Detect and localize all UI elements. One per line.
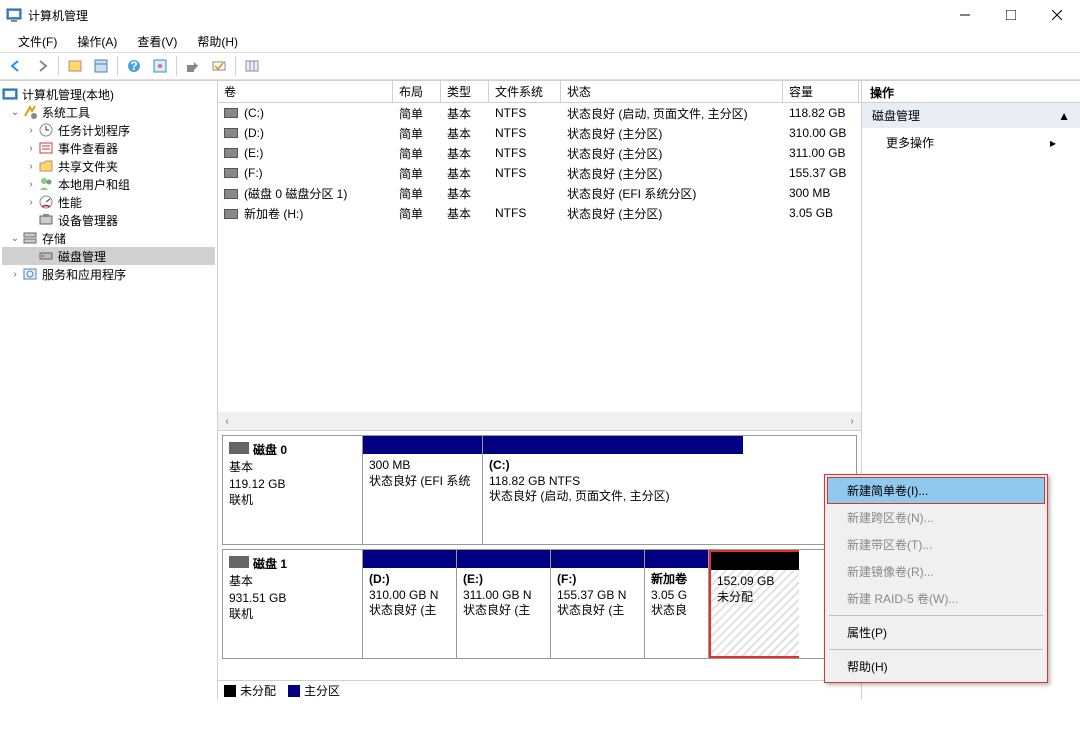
- legend: 未分配 主分区: [218, 680, 861, 700]
- volume-icon: [224, 189, 238, 199]
- partition[interactable]: (C:)118.82 GB NTFS状态良好 (启动, 页面文件, 主分区): [483, 436, 743, 544]
- cm-new-simple[interactable]: 新建简单卷(I)...: [827, 477, 1045, 504]
- partition[interactable]: 300 MB状态良好 (EFI 系统: [363, 436, 483, 544]
- collapse-icon: ▲: [1058, 109, 1070, 123]
- table-body: (C:)简单基本NTFS状态良好 (启动, 页面文件, 主分区)118.82 G…: [218, 103, 861, 412]
- svg-text:?: ?: [130, 59, 137, 73]
- tree-system-tools[interactable]: ⌄ 系统工具: [2, 103, 215, 121]
- cm-separator: [829, 649, 1043, 650]
- disk-row: 磁盘 1基本931.51 GB联机(D:)310.00 GB N状态良好 (主(…: [222, 549, 857, 659]
- menu-help[interactable]: 帮助(H): [189, 31, 246, 52]
- action-section[interactable]: 磁盘管理 ▲: [862, 103, 1080, 128]
- legend-unalloc-label: 未分配: [240, 682, 276, 699]
- tree-performance[interactable]: › 性能: [2, 193, 215, 211]
- tree-storage[interactable]: ⌄ 存储: [2, 229, 215, 247]
- cm-new-mirror[interactable]: 新建镜像卷(R)...: [827, 558, 1045, 585]
- volume-icon: [224, 168, 238, 178]
- scroll-right-icon[interactable]: ›: [843, 412, 861, 430]
- tree-root[interactable]: 计算机管理(本地): [2, 85, 215, 103]
- back-button[interactable]: [4, 54, 28, 78]
- tree-local-users[interactable]: › 本地用户和组: [2, 175, 215, 193]
- action-more[interactable]: 更多操作 ▸: [862, 128, 1080, 157]
- partition[interactable]: (F:)155.37 GB N状态良好 (主: [551, 550, 645, 658]
- table-row[interactable]: (D:)简单基本NTFS状态良好 (主分区)310.00 GB: [218, 123, 861, 143]
- tree-event-viewer[interactable]: › 事件查看器: [2, 139, 215, 157]
- help-icon[interactable]: ?: [122, 54, 146, 78]
- menu-bar: 文件(F) 操作(A) 查看(V) 帮助(H): [0, 30, 1080, 52]
- disk-icon: [229, 556, 249, 568]
- table-row[interactable]: (F:)简单基本NTFS状态良好 (主分区)155.37 GB: [218, 163, 861, 183]
- chevron-right-icon: ▸: [1050, 136, 1056, 150]
- cm-properties[interactable]: 属性(P): [827, 619, 1045, 646]
- cm-help[interactable]: 帮助(H): [827, 653, 1045, 680]
- disk-info: 磁盘 0基本119.12 GB联机: [223, 436, 363, 544]
- col-layout[interactable]: 布局: [393, 81, 441, 102]
- context-menu: 新建简单卷(I)... 新建跨区卷(N)... 新建带区卷(T)... 新建镜像…: [824, 474, 1048, 683]
- table-row[interactable]: 新加卷 (H:)简单基本NTFS状态良好 (主分区)3.05 GB: [218, 203, 861, 223]
- partition[interactable]: 新加卷3.05 G状态良: [645, 550, 709, 658]
- menu-view[interactable]: 查看(V): [129, 31, 185, 52]
- partition[interactable]: (E:)311.00 GB N状态良好 (主: [457, 550, 551, 658]
- cm-new-stripe[interactable]: 新建带区卷(T)...: [827, 531, 1045, 558]
- cm-new-span[interactable]: 新建跨区卷(N)...: [827, 504, 1045, 531]
- disk-info: 磁盘 1基本931.51 GB联机: [223, 550, 363, 658]
- cm-new-raid5[interactable]: 新建 RAID-5 卷(W)...: [827, 585, 1045, 612]
- minimize-button[interactable]: [942, 0, 988, 30]
- forward-button[interactable]: [30, 54, 54, 78]
- action-header: 操作: [862, 81, 1080, 103]
- legend-primary-icon: [288, 685, 300, 697]
- menu-action[interactable]: 操作(A): [69, 31, 125, 52]
- table-row[interactable]: (E:)简单基本NTFS状态良好 (主分区)311.00 GB: [218, 143, 861, 163]
- partition[interactable]: (D:)310.00 GB N状态良好 (主: [363, 550, 457, 658]
- tree-shared-folders[interactable]: › 共享文件夹: [2, 157, 215, 175]
- tb-icon-5[interactable]: [207, 54, 231, 78]
- title-bar: 计算机管理: [0, 0, 1080, 30]
- cm-separator: [829, 615, 1043, 616]
- tree-panel: 计算机管理(本地) ⌄ 系统工具 › 任务计划程序 › 事件查看器 › 共享文件…: [0, 81, 218, 700]
- h-scrollbar[interactable]: ‹ ›: [218, 412, 861, 430]
- volume-icon: [224, 128, 238, 138]
- legend-unalloc-icon: [224, 685, 236, 697]
- col-status[interactable]: 状态: [561, 81, 783, 102]
- app-icon: [6, 7, 22, 23]
- volume-icon: [224, 148, 238, 158]
- tb-icon-4[interactable]: [181, 54, 205, 78]
- tree-disk-management[interactable]: 磁盘管理: [2, 247, 215, 265]
- toolbar: ?: [0, 52, 1080, 80]
- tb-icon-2[interactable]: [89, 54, 113, 78]
- tb-icon-6[interactable]: [240, 54, 264, 78]
- tb-icon-1[interactable]: [63, 54, 87, 78]
- tb-icon-3[interactable]: [148, 54, 172, 78]
- disk-row: 磁盘 0基本119.12 GB联机300 MB状态良好 (EFI 系统(C:)1…: [222, 435, 857, 545]
- maximize-button[interactable]: [988, 0, 1034, 30]
- col-fs[interactable]: 文件系统: [489, 81, 561, 102]
- tree-services-apps[interactable]: › 服务和应用程序: [2, 265, 215, 283]
- volume-table: 卷 布局 类型 文件系统 状态 容量 (C:)简单基本NTFS状态良好 (启动,…: [218, 81, 861, 431]
- table-row[interactable]: (C:)简单基本NTFS状态良好 (启动, 页面文件, 主分区)118.82 G…: [218, 103, 861, 123]
- disk-icon: [229, 442, 249, 454]
- unallocated-partition[interactable]: 152.09 GB未分配: [709, 550, 799, 658]
- center-panel: 卷 布局 类型 文件系统 状态 容量 (C:)简单基本NTFS状态良好 (启动,…: [218, 81, 862, 700]
- tree-device-manager[interactable]: 设备管理器: [2, 211, 215, 229]
- disk-layout: 磁盘 0基本119.12 GB联机300 MB状态良好 (EFI 系统(C:)1…: [218, 431, 861, 680]
- table-row[interactable]: (磁盘 0 磁盘分区 1)简单基本状态良好 (EFI 系统分区)300 MB: [218, 183, 861, 203]
- col-volume[interactable]: 卷: [218, 81, 393, 102]
- window-title: 计算机管理: [28, 7, 942, 24]
- volume-icon: [224, 209, 238, 219]
- tree-task-scheduler[interactable]: › 任务计划程序: [2, 121, 215, 139]
- scroll-left-icon[interactable]: ‹: [218, 412, 236, 430]
- col-capacity[interactable]: 容量: [783, 81, 859, 102]
- table-header: 卷 布局 类型 文件系统 状态 容量: [218, 81, 861, 103]
- legend-primary-label: 主分区: [304, 682, 340, 699]
- menu-file[interactable]: 文件(F): [10, 31, 65, 52]
- volume-icon: [224, 108, 238, 118]
- close-button[interactable]: [1034, 0, 1080, 30]
- col-type[interactable]: 类型: [441, 81, 489, 102]
